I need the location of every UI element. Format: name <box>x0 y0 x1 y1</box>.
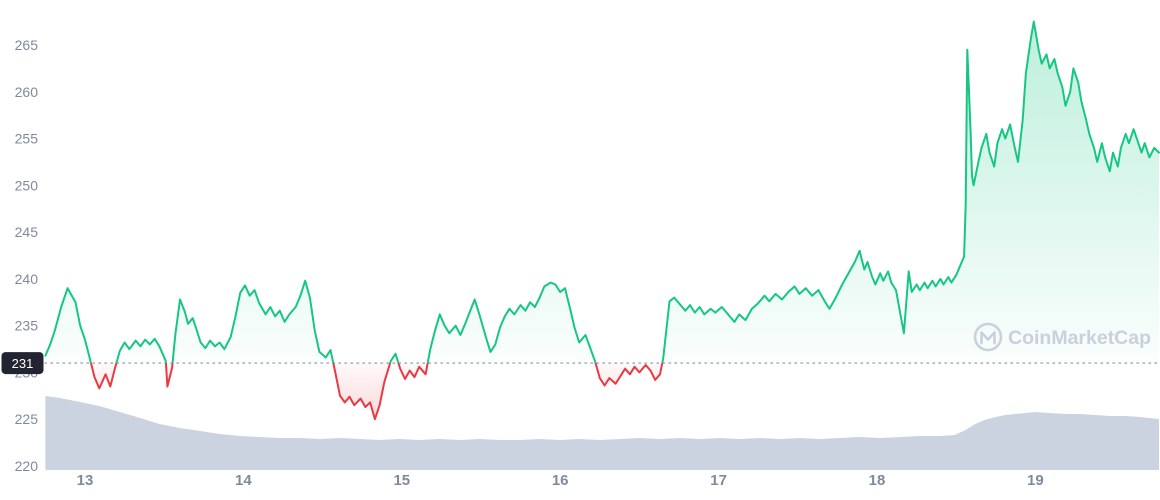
x-axis-tick-label: 14 <box>235 472 252 489</box>
x-axis-tick-label: 19 <box>1027 472 1044 489</box>
y-axis-tick-label: 220 <box>15 458 39 474</box>
x-axis-tick-label: 15 <box>393 472 410 489</box>
y-axis-tick-label: 235 <box>15 318 39 334</box>
y-axis-tick-label: 225 <box>15 411 39 427</box>
watermark-text: CoinMarketCap <box>1008 327 1151 349</box>
y-axis-tick-label: 240 <box>15 271 39 287</box>
price-area-fill <box>45 21 1159 420</box>
price-line[interactable] <box>44 20 1160 421</box>
x-axis-tick-label: 13 <box>77 472 94 489</box>
x-axis-labels: 13 14 15 16 17 18 19 <box>77 472 1044 489</box>
y-axis-tick-label: 245 <box>15 224 39 240</box>
y-axis-labels: 265260255250245240235230225220 <box>15 37 39 474</box>
y-axis-tick-label: 260 <box>15 84 39 100</box>
current-price-badge: 231 <box>1 352 44 375</box>
x-axis-tick-label: 16 <box>552 472 569 489</box>
x-axis-tick-label: 17 <box>710 472 727 489</box>
volume-area <box>45 396 1159 470</box>
coinmarketcap-logo-icon <box>980 331 996 345</box>
y-axis-tick-label: 265 <box>15 37 39 53</box>
x-axis-tick-label: 18 <box>869 472 886 489</box>
coinmarketcap-logo-icon <box>973 322 1003 352</box>
y-axis-tick-label: 250 <box>15 177 39 193</box>
coinmarketcap-watermark: CoinMarketCap <box>973 322 1151 352</box>
svg-text:231: 231 <box>12 356 34 371</box>
y-axis-tick-label: 255 <box>15 131 39 147</box>
